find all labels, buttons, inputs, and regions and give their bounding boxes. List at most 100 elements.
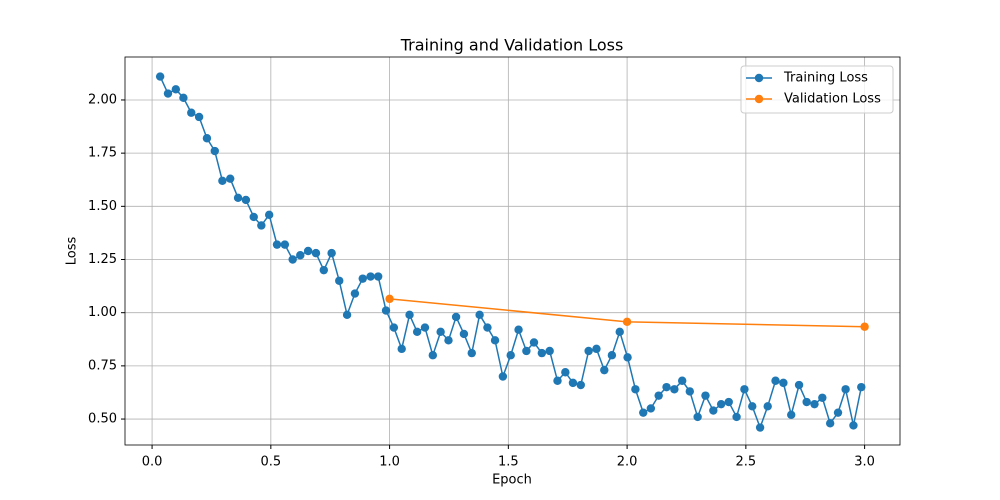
point bbox=[264, 210, 274, 220]
x-tick-label: 2.5 bbox=[736, 455, 757, 470]
y-axis-label: Loss bbox=[65, 237, 80, 266]
x-axis-label: Epoch bbox=[492, 473, 532, 488]
point bbox=[506, 351, 515, 360]
legend-label: Validation Loss bbox=[784, 92, 881, 107]
point bbox=[420, 323, 430, 332]
x-tick-label: 3.0 bbox=[854, 455, 875, 470]
point bbox=[405, 310, 414, 320]
point bbox=[280, 240, 290, 249]
plot-frame bbox=[124, 56, 901, 446]
point bbox=[187, 108, 196, 117]
point bbox=[607, 351, 617, 360]
point bbox=[592, 344, 601, 354]
point bbox=[810, 399, 819, 409]
point bbox=[794, 380, 804, 390]
point bbox=[241, 195, 251, 205]
point bbox=[568, 378, 578, 388]
point bbox=[514, 325, 523, 334]
point bbox=[342, 310, 352, 320]
legend-marker bbox=[754, 73, 764, 83]
point bbox=[849, 421, 858, 430]
point bbox=[522, 346, 531, 356]
point bbox=[373, 272, 383, 281]
point bbox=[576, 380, 585, 390]
point bbox=[475, 310, 484, 320]
point bbox=[833, 408, 843, 417]
point bbox=[249, 212, 258, 222]
point bbox=[857, 382, 866, 392]
point bbox=[467, 348, 476, 358]
point bbox=[693, 412, 702, 422]
chart-title: Training and Validation Loss bbox=[400, 36, 624, 55]
point bbox=[444, 336, 453, 345]
point bbox=[802, 397, 811, 407]
point bbox=[210, 146, 219, 156]
point bbox=[787, 410, 796, 419]
point bbox=[631, 385, 640, 394]
point bbox=[358, 274, 367, 283]
point bbox=[623, 353, 632, 362]
point bbox=[685, 387, 695, 396]
point bbox=[860, 322, 869, 331]
point bbox=[366, 272, 375, 281]
point bbox=[529, 338, 539, 347]
point bbox=[296, 251, 305, 260]
point bbox=[646, 404, 656, 413]
point bbox=[459, 329, 469, 339]
x-tick-label: 0.5 bbox=[260, 455, 281, 470]
point bbox=[622, 317, 632, 327]
point bbox=[350, 289, 360, 298]
point bbox=[561, 368, 570, 377]
point bbox=[841, 385, 850, 394]
point bbox=[600, 365, 609, 375]
point bbox=[678, 376, 687, 385]
point bbox=[779, 378, 788, 388]
point bbox=[218, 176, 227, 186]
point bbox=[385, 294, 394, 304]
point bbox=[716, 399, 726, 409]
point bbox=[436, 327, 445, 337]
point bbox=[335, 276, 344, 285]
x-tick-label: 1.5 bbox=[498, 455, 519, 470]
legend-label: Training Loss bbox=[783, 71, 868, 86]
y-tick-label: 1.50 bbox=[88, 199, 117, 214]
point bbox=[272, 240, 282, 249]
point bbox=[763, 402, 772, 411]
point bbox=[670, 385, 679, 394]
point bbox=[194, 112, 204, 122]
x-tick-label: 1.0 bbox=[379, 455, 400, 470]
point bbox=[451, 312, 461, 322]
point bbox=[732, 412, 741, 422]
point bbox=[303, 246, 313, 256]
point bbox=[319, 265, 328, 275]
point bbox=[615, 327, 624, 337]
legend-marker bbox=[754, 94, 764, 104]
point bbox=[825, 419, 835, 428]
point bbox=[537, 348, 547, 358]
point bbox=[179, 93, 188, 103]
point bbox=[483, 323, 492, 332]
y-tick-label: 1.00 bbox=[88, 305, 117, 320]
point bbox=[428, 351, 438, 360]
y-tick-label: 1.75 bbox=[88, 146, 117, 161]
point bbox=[662, 382, 671, 392]
point bbox=[724, 397, 733, 407]
x-tick-label: 0.0 bbox=[142, 455, 163, 470]
point bbox=[740, 385, 749, 394]
point bbox=[171, 85, 181, 94]
point bbox=[498, 372, 508, 381]
point bbox=[709, 406, 718, 415]
y-tick-label: 0.75 bbox=[88, 358, 117, 373]
point bbox=[233, 193, 243, 203]
point bbox=[397, 344, 406, 354]
point bbox=[584, 346, 593, 356]
point bbox=[389, 323, 399, 332]
point bbox=[155, 72, 165, 81]
y-tick-label: 2.00 bbox=[88, 92, 117, 107]
point bbox=[701, 391, 710, 400]
point bbox=[755, 423, 765, 432]
legend-box bbox=[740, 65, 894, 114]
point bbox=[226, 174, 235, 183]
point bbox=[381, 306, 391, 315]
